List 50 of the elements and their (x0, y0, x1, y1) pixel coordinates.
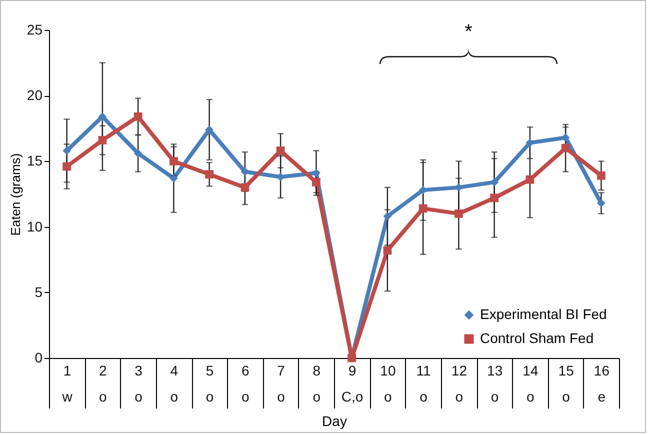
point (240, 183, 250, 192)
point (454, 209, 463, 218)
x-tick-label: 3 o (134, 362, 143, 404)
point (276, 146, 285, 155)
point (170, 174, 178, 182)
point (62, 146, 71, 155)
point (526, 175, 534, 184)
x-tick-label: 7 o (277, 362, 286, 404)
point (383, 212, 392, 220)
x-tick-label: 2 o (99, 362, 108, 404)
x-tick-label: 1 w (61, 362, 74, 404)
point (98, 112, 107, 121)
x-tick-label: 5 o (206, 362, 214, 404)
x-tick-label: 8 o (312, 362, 321, 404)
y-tick-label: 15 (26, 152, 43, 169)
y-tick-label: 0 (34, 350, 43, 366)
annotation: * (464, 21, 473, 43)
point (205, 170, 214, 179)
point (134, 149, 142, 158)
y-tick-label: 25 (26, 22, 43, 38)
x-tick-label: 6 o (242, 362, 250, 404)
x-tick-label: 11 o (416, 362, 432, 404)
y-tick-label: 5 (34, 284, 43, 300)
x-tick-label: 10 o (380, 362, 396, 404)
point (490, 194, 498, 202)
y-tick-label: 20 (26, 87, 43, 104)
legend-label: Experimental BI Fed (480, 306, 607, 322)
x-tick-label: 13 o (487, 362, 503, 404)
point (62, 162, 71, 171)
x-axis-title: Day (322, 413, 347, 429)
point (383, 246, 392, 255)
y-tick-label: 10 (26, 218, 43, 234)
y-axis-title: Eaten (grams) (8, 153, 23, 236)
x-tick-label: 15 o (558, 362, 574, 404)
point (205, 126, 214, 134)
point (312, 168, 320, 178)
point (561, 144, 570, 152)
point (98, 136, 107, 144)
point (418, 204, 428, 213)
x-tick-label: 16 e (594, 362, 610, 404)
x-tick-label: 4 o (170, 362, 178, 404)
x-tick-label: 9 C,o (341, 362, 364, 404)
legend-label: Control Sham Fed (480, 330, 594, 346)
point (134, 112, 142, 121)
point (312, 178, 320, 186)
point (170, 157, 178, 166)
point (597, 171, 606, 180)
point (597, 199, 606, 208)
x-tick-label: 14 o (522, 362, 538, 404)
x-tick-label: 12 o (451, 362, 468, 404)
